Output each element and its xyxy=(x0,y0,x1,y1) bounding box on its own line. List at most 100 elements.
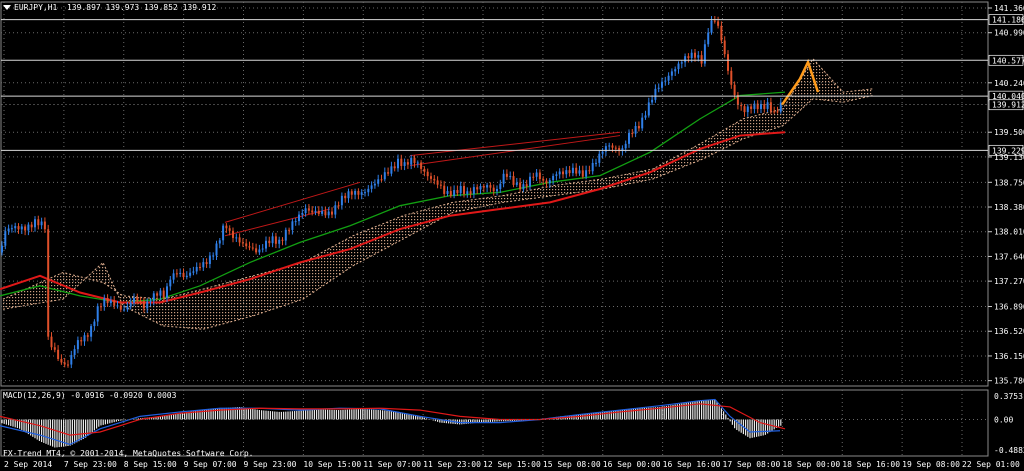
candle-body xyxy=(476,187,479,190)
candle-body xyxy=(212,255,215,257)
candle-body xyxy=(162,290,165,298)
candle-body xyxy=(760,104,762,109)
candle-body xyxy=(654,88,657,100)
candle-body xyxy=(311,210,314,213)
candle-body xyxy=(76,340,79,350)
candle-body xyxy=(152,293,155,301)
price-label: 136.150 xyxy=(994,352,1024,361)
candle-body xyxy=(397,158,399,169)
cloud-area xyxy=(3,58,873,330)
candle-body xyxy=(426,171,429,177)
candle-body xyxy=(558,171,561,175)
candle-body xyxy=(588,170,591,172)
candle-body xyxy=(215,243,218,256)
candle-body xyxy=(86,335,89,337)
candle-body xyxy=(700,55,703,64)
candle-body xyxy=(667,75,670,81)
candle-body xyxy=(621,148,624,152)
candle-body xyxy=(509,176,512,178)
moving-averages xyxy=(0,91,786,304)
candle-body xyxy=(208,255,211,264)
candle-body xyxy=(222,225,225,241)
candle-body xyxy=(40,221,43,226)
candle-body xyxy=(189,272,192,276)
candle-body xyxy=(27,224,30,231)
candle-body xyxy=(522,184,525,190)
forecast-path xyxy=(780,58,820,106)
level-label-box xyxy=(988,144,1024,156)
candle-body xyxy=(766,102,769,109)
candle-body xyxy=(763,104,766,109)
candle-body xyxy=(420,162,423,169)
candle-body xyxy=(248,246,251,248)
candle-body xyxy=(218,240,221,244)
candle-body xyxy=(278,239,281,244)
candle-body xyxy=(459,186,462,194)
candle-body xyxy=(340,195,343,206)
candle-body xyxy=(430,176,432,179)
candle-body xyxy=(337,205,340,207)
candle-body xyxy=(595,162,597,164)
candle-body xyxy=(644,115,647,118)
candle-body xyxy=(723,40,726,55)
candle-body xyxy=(532,176,535,178)
candle-body xyxy=(601,151,604,154)
candle-body xyxy=(129,302,132,307)
candle-body xyxy=(136,297,139,301)
macd-tick-label: 0.3753 xyxy=(994,392,1023,401)
candle-body xyxy=(314,210,317,213)
candle-body xyxy=(486,185,489,188)
candle-body xyxy=(680,62,683,64)
candle-body xyxy=(423,168,426,172)
ma-fast-line xyxy=(0,91,786,304)
candle-body xyxy=(779,102,782,112)
candle-body xyxy=(769,102,772,112)
axes: 141.360 140.990 140.240 139.500 139.130 138.7… xyxy=(4,4,1024,469)
candle-body xyxy=(205,262,208,264)
candle-body xyxy=(614,147,617,149)
candle-body xyxy=(109,300,112,304)
candle-body xyxy=(53,347,56,350)
grid-lines xyxy=(0,1,989,457)
candle-body xyxy=(535,172,538,177)
candle-body xyxy=(482,185,485,188)
candle-body xyxy=(298,214,300,222)
candle-body xyxy=(238,237,241,243)
candle-body xyxy=(126,306,129,310)
candle-body xyxy=(651,99,654,103)
symbol-header[interactable]: EURJPY,H1 139.897 139.973 139.852 139.91… xyxy=(3,3,216,13)
channel-line xyxy=(224,181,361,223)
candle-body xyxy=(542,179,545,181)
candle-body xyxy=(103,298,106,307)
candle-body xyxy=(634,126,637,134)
candle-body xyxy=(773,111,776,113)
candle-body xyxy=(519,182,522,190)
candle-body xyxy=(261,248,264,250)
candle-body xyxy=(301,212,304,215)
level-label: 141.186 xyxy=(992,16,1024,25)
time-label: 19 Sep 08:00 xyxy=(902,460,960,469)
candle-body xyxy=(83,335,86,342)
candle-body xyxy=(410,157,413,165)
candle-body xyxy=(37,219,40,226)
candle-body xyxy=(674,69,677,72)
macd-panel: 0.3753 0.00 -0.4882 xyxy=(0,392,1024,455)
price-label: 138.010 xyxy=(994,228,1024,237)
candle-body xyxy=(185,275,188,278)
candle-body xyxy=(50,336,53,348)
candle-body xyxy=(496,188,498,192)
candle-body xyxy=(317,210,320,214)
price-label: 140.990 xyxy=(994,29,1024,38)
level-label-box xyxy=(988,54,1024,66)
candle-body xyxy=(383,172,386,180)
candle-body xyxy=(756,103,759,109)
candle-body xyxy=(628,133,630,144)
level-label: 140.040 xyxy=(992,92,1024,101)
dropdown-icon[interactable] xyxy=(3,5,11,10)
candle-body xyxy=(631,133,634,135)
time-label: 15 Sep 08:00 xyxy=(543,460,601,469)
candle-body xyxy=(307,208,310,211)
time-label: 16 Sep 00:00 xyxy=(603,460,661,469)
candle-body xyxy=(512,176,515,185)
